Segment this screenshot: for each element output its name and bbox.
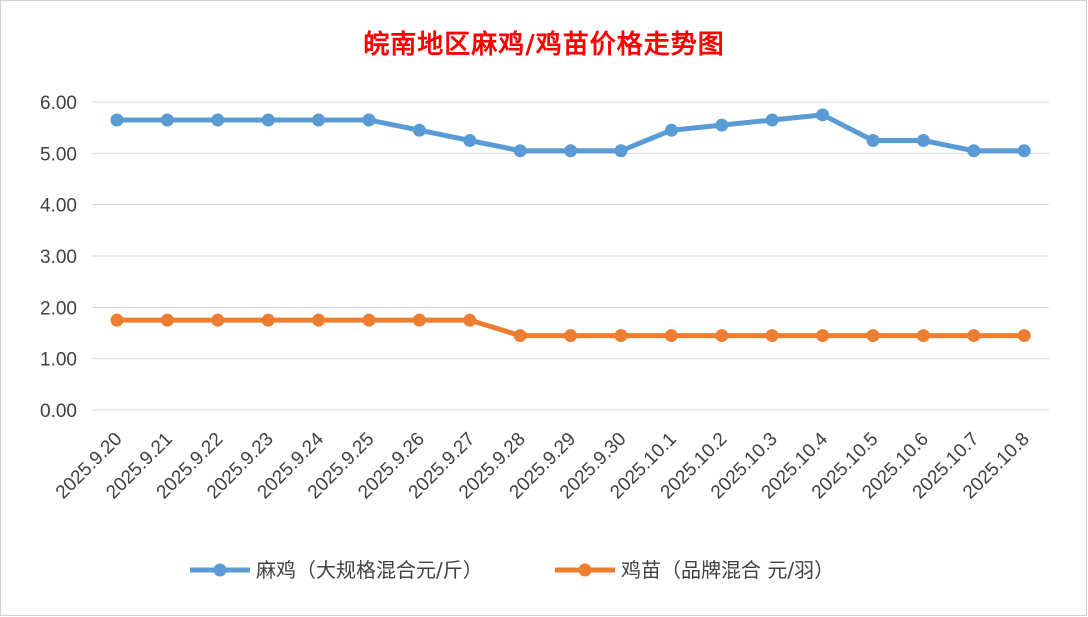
- data-point: [110, 113, 124, 127]
- data-point: [715, 329, 729, 343]
- data-point: [916, 329, 930, 343]
- data-point: [614, 329, 628, 343]
- data-point: [664, 329, 678, 343]
- legend-label: 鸡苗（品牌混合 元/羽）: [621, 558, 834, 582]
- data-point: [967, 329, 981, 343]
- data-point: [816, 329, 830, 343]
- data-point: [1017, 329, 1031, 343]
- data-point: [110, 313, 124, 327]
- data-point: [916, 134, 930, 147]
- data-point: [211, 113, 225, 127]
- legend-label: 麻鸡（大规格混合元/斤）: [256, 558, 483, 582]
- data-point: [765, 113, 779, 127]
- data-point: [816, 108, 830, 122]
- y-tick-label: 2.00: [40, 298, 77, 319]
- data-point: [160, 313, 174, 327]
- data-point: [564, 329, 578, 343]
- legend-marker: [213, 563, 227, 577]
- data-point: [463, 313, 477, 327]
- y-tick-label: 4.00: [40, 196, 77, 217]
- y-tick-label: 1.00: [40, 350, 77, 371]
- data-point: [261, 313, 275, 327]
- data-point: [967, 144, 981, 158]
- y-tick-label: 6.00: [40, 93, 77, 114]
- data-point: [463, 134, 477, 147]
- data-point: [564, 144, 578, 158]
- y-axis-ticks: 0.00 1.00 2.00 3.00 4.00 5.00 6.00: [40, 93, 77, 422]
- legend-marker: [578, 563, 592, 577]
- series-2: [110, 313, 1031, 343]
- data-point: [160, 113, 174, 127]
- y-tick-label: 3.00: [40, 247, 77, 268]
- data-point: [513, 329, 527, 343]
- data-point: [362, 313, 376, 327]
- data-point: [513, 144, 527, 158]
- data-point: [765, 329, 779, 343]
- data-point: [866, 329, 880, 343]
- y-tick-label: 0.00: [40, 401, 77, 422]
- data-point: [715, 118, 729, 132]
- legend-item-1: 麻鸡（大规格混合元/斤）: [190, 558, 483, 582]
- series-group: [110, 108, 1031, 343]
- legend-item-2: 鸡苗（品牌混合 元/羽）: [555, 558, 834, 582]
- data-point: [614, 144, 628, 158]
- data-point: [412, 123, 426, 137]
- data-point: [866, 134, 880, 147]
- data-point: [211, 313, 225, 327]
- data-point: [362, 113, 376, 127]
- data-point: [312, 113, 326, 127]
- data-point: [261, 113, 275, 127]
- x-axis-ticks: 2025.9.202025.9.212025.9.222025.9.232025…: [52, 428, 1034, 503]
- data-point: [664, 123, 678, 137]
- data-point: [312, 313, 326, 327]
- legend: 麻鸡（大规格混合元/斤） 鸡苗（品牌混合 元/羽）: [190, 558, 834, 582]
- series-1: [110, 108, 1031, 158]
- data-point: [1017, 144, 1031, 158]
- data-point: [412, 313, 426, 327]
- y-tick-label: 5.00: [40, 144, 77, 165]
- chart-title: 皖南地区麻鸡/鸡苗价格走势图: [363, 30, 725, 60]
